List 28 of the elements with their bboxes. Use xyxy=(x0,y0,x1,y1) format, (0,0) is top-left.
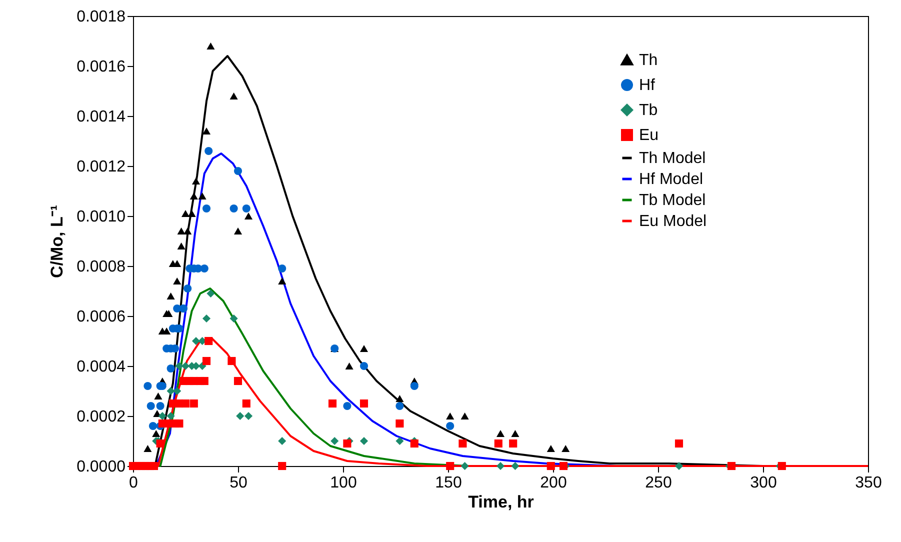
legend-label: Tb Model xyxy=(639,192,706,209)
x-tick-label: 50 xyxy=(230,474,248,492)
y-tick-label: 0.0014 xyxy=(76,108,126,126)
y-tick-label: 0.0012 xyxy=(76,158,126,176)
legend-label: Th xyxy=(639,52,658,69)
y-tick-label: 0.0000 xyxy=(76,458,126,476)
x-axis-title: Time, hr xyxy=(468,492,534,512)
y-tick-label: 0.0018 xyxy=(76,8,126,26)
legend-label: Hf xyxy=(639,77,656,94)
y-tick-label: 0.0004 xyxy=(76,358,126,376)
legend-label: Eu Model xyxy=(639,213,707,230)
x-tick-label: 250 xyxy=(645,474,672,492)
y-tick-label: 0.0006 xyxy=(76,308,126,326)
legend-label: Th Model xyxy=(639,150,706,167)
y-axis-title: C/Mo, L⁻¹ xyxy=(48,204,67,278)
legend-label: Hf Model xyxy=(639,171,704,188)
x-tick-label: 150 xyxy=(435,474,462,492)
legend-label: Eu xyxy=(639,127,659,144)
x-tick-label: 350 xyxy=(855,474,882,492)
legend-label: Tb xyxy=(639,102,658,119)
y-tick-label: 0.0008 xyxy=(76,258,126,276)
y-tick-label: 0.0002 xyxy=(76,408,126,426)
x-tick-label: 200 xyxy=(540,474,567,492)
x-tick-label: 300 xyxy=(750,474,777,492)
y-tick-label: 0.0010 xyxy=(76,208,126,226)
x-tick-label: 100 xyxy=(330,474,357,492)
x-tick-label: 0 xyxy=(129,474,138,492)
y-tick-label: 0.0016 xyxy=(76,58,126,76)
